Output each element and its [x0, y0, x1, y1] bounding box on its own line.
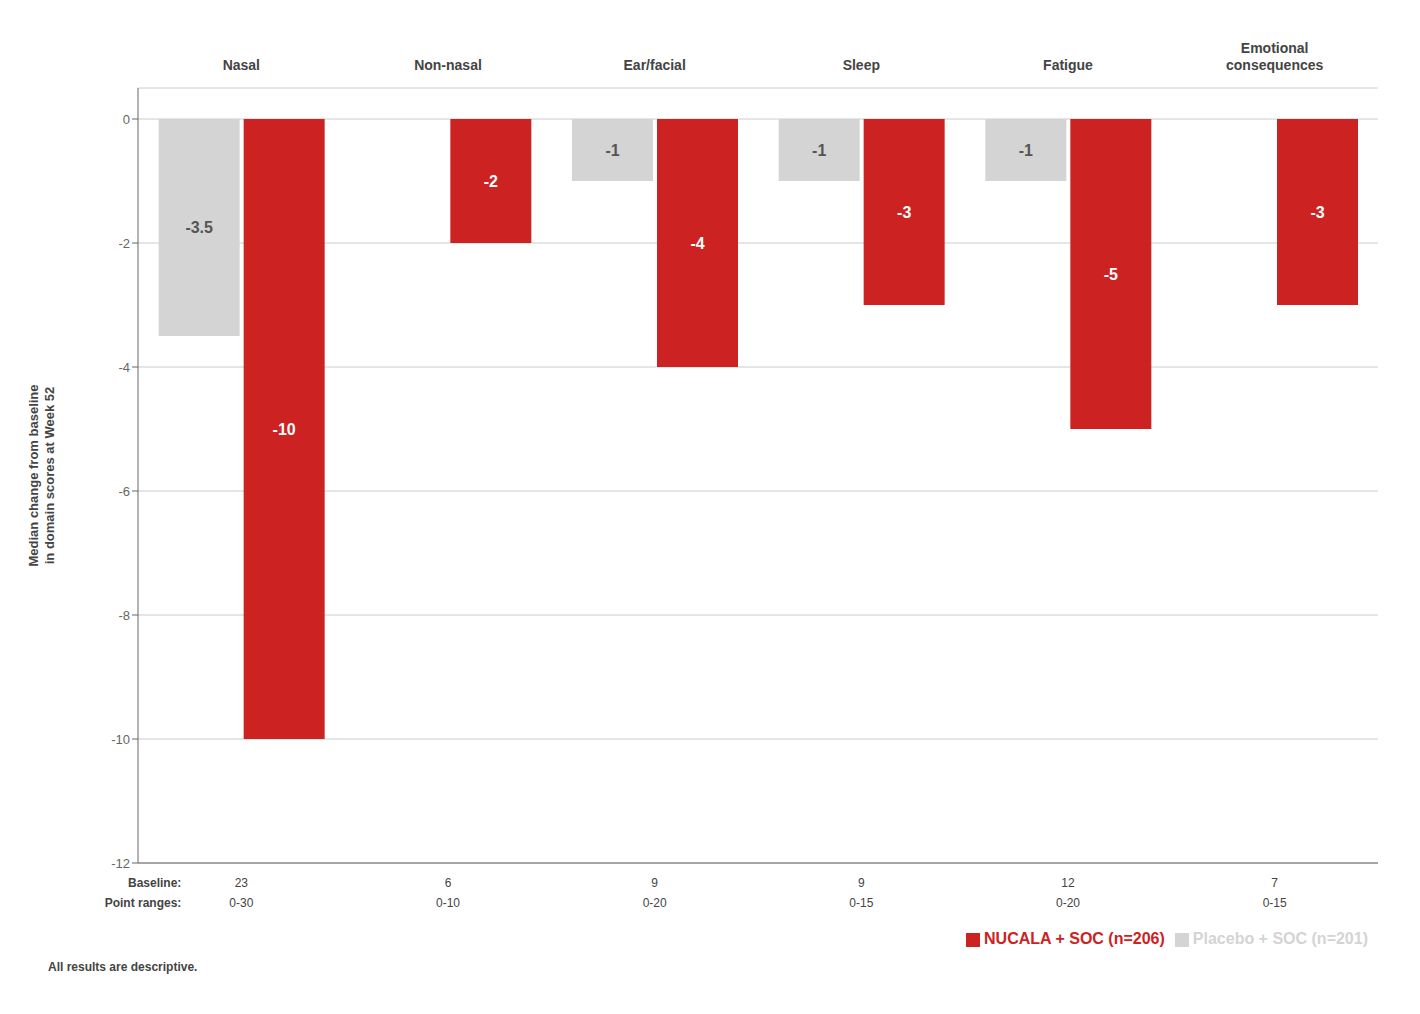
svg-text:-8: -8: [118, 608, 130, 623]
svg-text:0-30: 0-30: [229, 896, 253, 910]
svg-text:-1: -1: [1019, 142, 1033, 159]
svg-text:9: 9: [858, 876, 865, 890]
svg-text:-4: -4: [118, 360, 130, 375]
svg-text:Point ranges:: Point ranges:: [105, 896, 182, 910]
svg-text:-2: -2: [484, 173, 498, 190]
svg-text:Non-nasal: Non-nasal: [414, 57, 482, 73]
svg-text:23: 23: [235, 876, 249, 890]
svg-text:0-15: 0-15: [849, 896, 873, 910]
svg-text:-3: -3: [897, 204, 911, 221]
svg-text:0-15: 0-15: [1263, 896, 1287, 910]
svg-text:-10: -10: [273, 421, 296, 438]
svg-text:0-20: 0-20: [643, 896, 667, 910]
svg-text:Ear/facial: Ear/facial: [624, 57, 686, 73]
svg-text:-2: -2: [118, 236, 130, 251]
svg-text:Baseline:: Baseline:: [128, 876, 181, 890]
svg-text:Sleep: Sleep: [843, 57, 880, 73]
svg-text:-1: -1: [812, 142, 826, 159]
svg-text:0-10: 0-10: [436, 896, 460, 910]
html-text:NUCALA + SOC (n=206): NUCALA + SOC (n=206): [984, 930, 1165, 947]
svg-text:Median change from baselinein: Median change from baselinein domain sco…: [26, 384, 57, 566]
svg-text:-12: -12: [111, 856, 130, 871]
svg-text:-5: -5: [1104, 266, 1118, 283]
svg-text:-6: -6: [118, 484, 130, 499]
html-text:Placebo + SOC (n=201): Placebo + SOC (n=201): [1192, 930, 1368, 947]
svg-text:Fatigue: Fatigue: [1043, 57, 1093, 73]
svg-text:-4: -4: [690, 235, 704, 252]
svg-text:0: 0: [123, 112, 130, 127]
svg-text:-3: -3: [1310, 204, 1324, 221]
svg-text:-3.5: -3.5: [185, 219, 213, 236]
svg-text:Emotional: Emotional: [1241, 40, 1309, 56]
svg-text:12: 12: [1061, 876, 1075, 890]
svg-text:0-20: 0-20: [1056, 896, 1080, 910]
svg-text:consequences: consequences: [1226, 57, 1323, 73]
svg-text:9: 9: [651, 876, 658, 890]
html-text:All results are descriptive.: All results are descriptive.: [48, 960, 198, 974]
svg-text:-10: -10: [111, 732, 130, 747]
svg-text:Nasal: Nasal: [223, 57, 260, 73]
svg-text:-1: -1: [605, 142, 619, 159]
svg-text:6: 6: [445, 876, 452, 890]
svg-text:7: 7: [1271, 876, 1278, 890]
